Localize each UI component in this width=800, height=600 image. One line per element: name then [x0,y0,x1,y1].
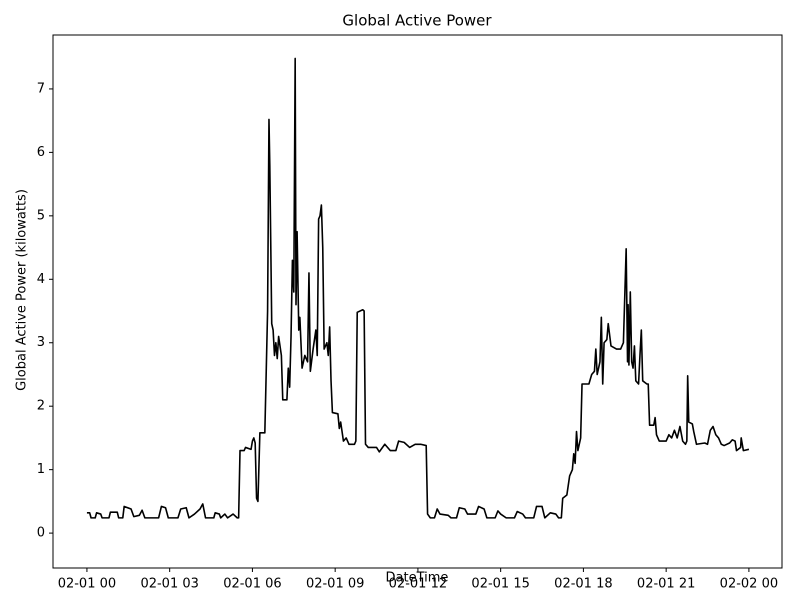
x-tick-label: 02-01 12 [389,577,447,592]
plot-frame [52,34,783,569]
data-line [86,57,750,519]
y-tick-label: 7 [37,81,45,96]
x-tick-label: 02-01 00 [58,577,116,592]
y-tick-label: 4 [37,272,45,287]
y-axis-label: Global Active Power (kilowatts) [15,189,30,391]
x-tick-label: 02-01 06 [223,577,281,592]
x-tick-label: 02-01 03 [140,577,198,592]
y-tick-label: 3 [37,335,45,350]
y-tick-label: 0 [37,526,45,541]
x-tick-label: 02-02 00 [720,577,778,592]
x-tick-label: 02-01 18 [554,577,612,592]
y-tick-label: 2 [37,399,45,414]
y-tick-label: 6 [37,145,45,160]
y-tick-label: 1 [37,462,45,477]
x-tick-label: 02-01 09 [306,577,364,592]
x-axis-label: DateTime [386,571,449,586]
chart-title: Global Active Power [342,12,492,30]
y-tick-label: 5 [37,208,45,223]
x-tick-label: 02-01 21 [637,577,695,592]
x-tick-label: 02-01 15 [471,577,529,592]
